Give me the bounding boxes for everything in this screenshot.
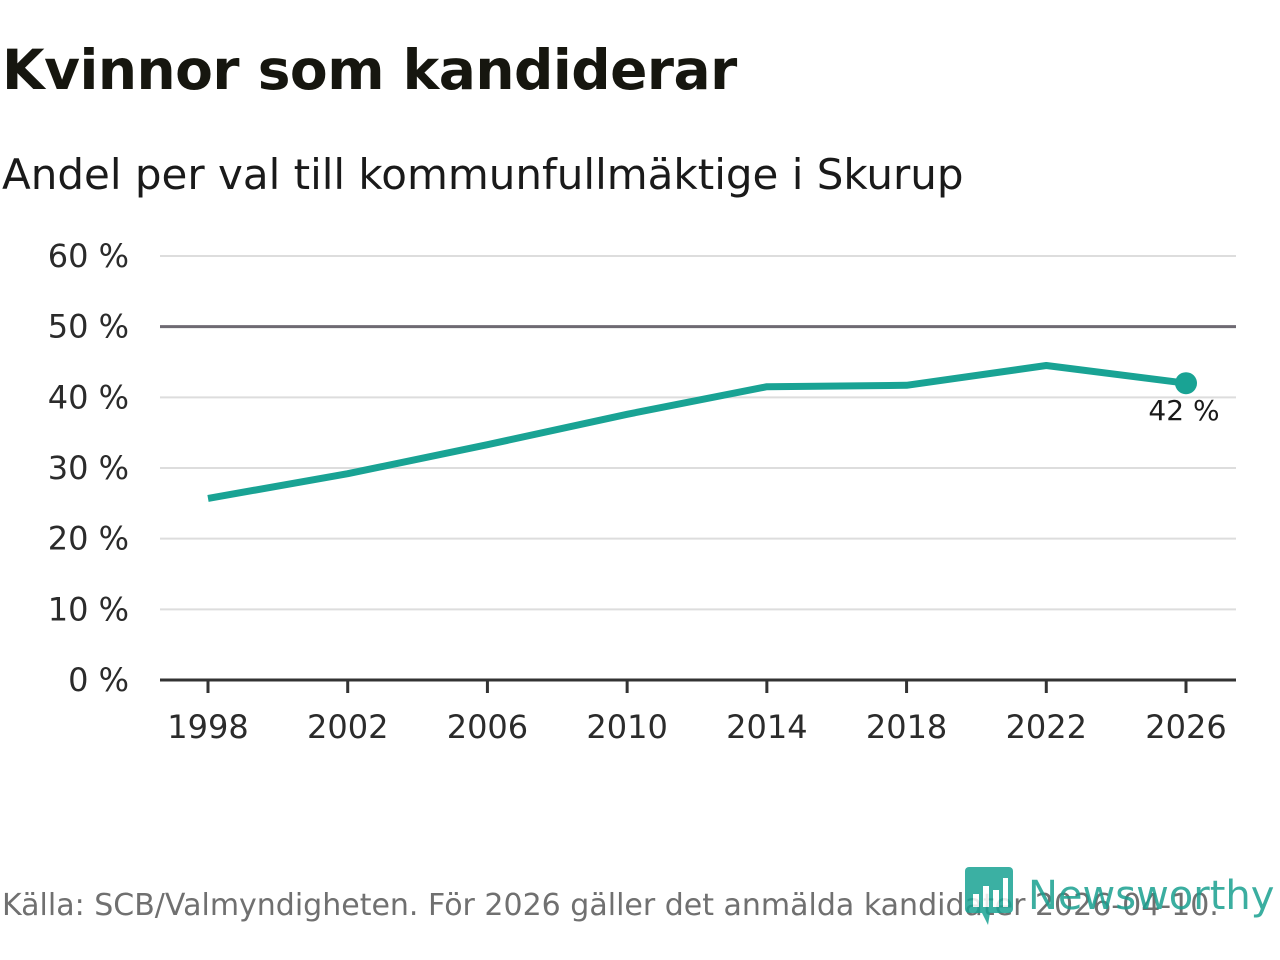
x-tick-label: 1998 bbox=[167, 708, 248, 746]
last-point-label: 42 % bbox=[1148, 394, 1219, 427]
y-tick-label: 60 % bbox=[48, 237, 129, 275]
chart-title: Kvinnor som kandiderar bbox=[2, 38, 737, 102]
last-point-marker bbox=[1175, 372, 1197, 395]
y-tick-label: 10 % bbox=[48, 590, 129, 628]
x-tick-label: 2006 bbox=[447, 708, 528, 746]
series-line bbox=[207, 362, 1187, 502]
y-tick-label: 30 % bbox=[48, 449, 129, 487]
x-tick-label: 2026 bbox=[1145, 708, 1226, 746]
brand-name: Newsworthy bbox=[1028, 873, 1275, 919]
y-tick-label: 40 % bbox=[48, 378, 129, 416]
x-tick-label: 2018 bbox=[866, 708, 947, 746]
y-tick-label: 20 % bbox=[48, 520, 129, 558]
x-tick-label: 2010 bbox=[586, 708, 667, 746]
newsworthy-logo-icon bbox=[965, 867, 1013, 925]
source-note: Källa: SCB/Valmyndigheten. För 2026 gäll… bbox=[2, 888, 1219, 923]
newsworthy-logo: Newsworthy bbox=[964, 866, 1274, 926]
x-tick-label: 2014 bbox=[726, 708, 807, 746]
y-tick-label: 50 % bbox=[48, 308, 129, 346]
x-tick-label: 2002 bbox=[307, 708, 388, 746]
y-tick-label: 0 % bbox=[68, 661, 129, 699]
chart-subtitle: Andel per val till kommunfullmäktige i S… bbox=[2, 150, 964, 199]
x-tick-label: 2022 bbox=[1006, 708, 1087, 746]
